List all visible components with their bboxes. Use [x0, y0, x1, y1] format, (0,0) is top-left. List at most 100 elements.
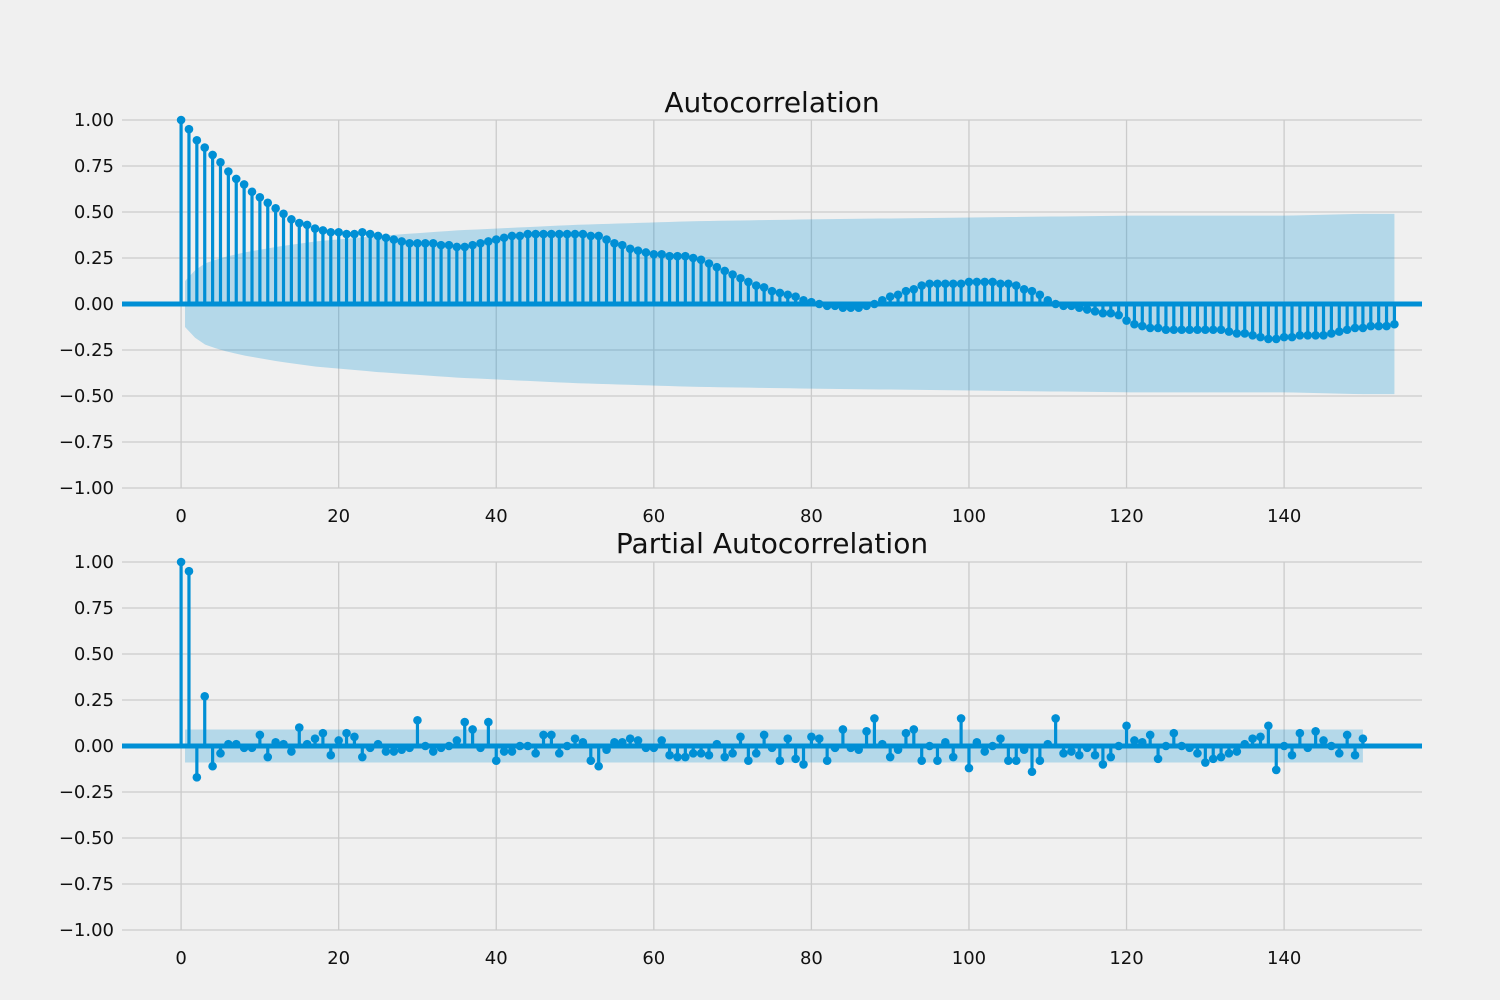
acf-marker: [421, 238, 430, 248]
acf-marker: [318, 226, 328, 235]
pacf-stems: [176, 557, 1368, 782]
acf-marker: [444, 240, 454, 250]
acf-marker: [988, 277, 997, 287]
pacf-marker: [1271, 765, 1281, 775]
pacf-marker: [1295, 728, 1305, 738]
pacf-marker: [421, 741, 430, 751]
pacf-x-tick-label: 60: [642, 948, 665, 969]
acf-marker: [1201, 325, 1210, 335]
acf-marker: [334, 227, 343, 237]
pacf-marker: [870, 714, 879, 723]
acf-marker: [1122, 316, 1131, 325]
pacf-marker: [1019, 745, 1029, 754]
acf-marker: [499, 233, 509, 243]
acf-marker: [783, 290, 793, 300]
acf-marker: [1279, 332, 1289, 342]
acf-marker: [1011, 281, 1021, 290]
acf-marker: [775, 288, 785, 298]
acf-marker: [1374, 321, 1383, 331]
pacf-marker: [822, 756, 832, 766]
acf-marker: [838, 303, 848, 312]
pacf-marker: [184, 566, 194, 576]
acf-x-tick-label: 0: [175, 506, 186, 527]
pacf-marker: [948, 752, 958, 762]
acf-marker: [909, 284, 919, 294]
acf-marker: [184, 124, 194, 134]
pacf-marker: [468, 725, 477, 734]
acf-x-tick-label: 120: [1109, 506, 1143, 527]
acf-marker: [531, 229, 540, 239]
acf-marker: [247, 187, 257, 197]
pacf-marker: [484, 717, 493, 727]
acf-marker: [547, 229, 556, 239]
pacf-marker: [1130, 736, 1139, 745]
acf-marker: [507, 231, 517, 241]
acf-marker: [925, 279, 934, 289]
pacf-marker: [491, 756, 501, 766]
pacf-marker: [192, 772, 202, 782]
pacf-marker: [1114, 741, 1123, 751]
acf-marker: [759, 283, 769, 292]
pacf-marker: [964, 763, 974, 773]
acf-marker: [1130, 319, 1139, 329]
acf-marker: [1240, 329, 1250, 338]
autocorrelation-title: Autocorrelation: [664, 86, 879, 119]
acf-marker: [279, 209, 288, 219]
pacf-marker: [759, 730, 769, 740]
acf-marker: [814, 299, 824, 309]
acf-marker: [1145, 323, 1155, 333]
acf-marker: [491, 235, 501, 244]
pacf-marker: [838, 725, 848, 734]
pacf-marker: [673, 752, 682, 762]
pacf-marker: [1145, 730, 1155, 740]
pacf-marker: [1122, 721, 1131, 731]
acf-marker: [1334, 327, 1344, 336]
acf-x-tick-label: 80: [800, 506, 823, 527]
acf-marker: [1287, 332, 1297, 342]
acf-marker: [822, 301, 832, 311]
acf-marker: [586, 231, 596, 241]
acf-marker: [452, 242, 462, 252]
pacf-marker: [578, 738, 588, 747]
acf-marker: [224, 167, 233, 176]
pacf-marker: [531, 749, 540, 758]
pacf-marker: [767, 743, 777, 753]
acf-marker: [1067, 301, 1076, 311]
pacf-marker: [665, 750, 674, 760]
acf-marker: [704, 259, 714, 268]
acf-marker: [1232, 329, 1242, 338]
acf-marker: [397, 237, 406, 246]
acf-marker: [405, 238, 414, 248]
acf-marker: [1256, 332, 1265, 342]
pacf-marker: [854, 745, 863, 754]
pacf-marker: [885, 752, 895, 762]
acf-y-tick-label: 0.00: [74, 294, 114, 315]
pacf-marker: [1074, 750, 1084, 760]
pacf-marker: [1153, 754, 1163, 764]
acf-marker: [389, 235, 399, 244]
pacf-marker: [263, 752, 273, 762]
pacf-marker: [1201, 758, 1210, 767]
pacf-marker: [302, 739, 312, 749]
pacf-marker: [814, 734, 824, 743]
acf-x-tick-label: 40: [485, 506, 508, 527]
acf-marker: [1216, 325, 1226, 335]
acf-marker: [1208, 325, 1218, 335]
pacf-marker: [988, 741, 997, 751]
acf-marker: [271, 204, 280, 213]
pacf-marker: [712, 739, 722, 749]
acf-y-tick-label: 0.25: [74, 248, 114, 269]
pacf-x-tick-label: 100: [952, 948, 986, 969]
acf-marker: [208, 150, 217, 160]
pacf-marker: [389, 747, 399, 756]
pacf-marker: [1279, 741, 1289, 751]
pacf-marker: [413, 715, 422, 725]
pacf-marker: [657, 736, 666, 745]
pacf-marker: [271, 738, 280, 747]
acf-marker: [350, 229, 359, 239]
pacf-marker: [791, 754, 800, 764]
acf-marker: [696, 255, 706, 265]
acf-marker: [862, 301, 871, 311]
pacf-marker: [1208, 754, 1218, 764]
